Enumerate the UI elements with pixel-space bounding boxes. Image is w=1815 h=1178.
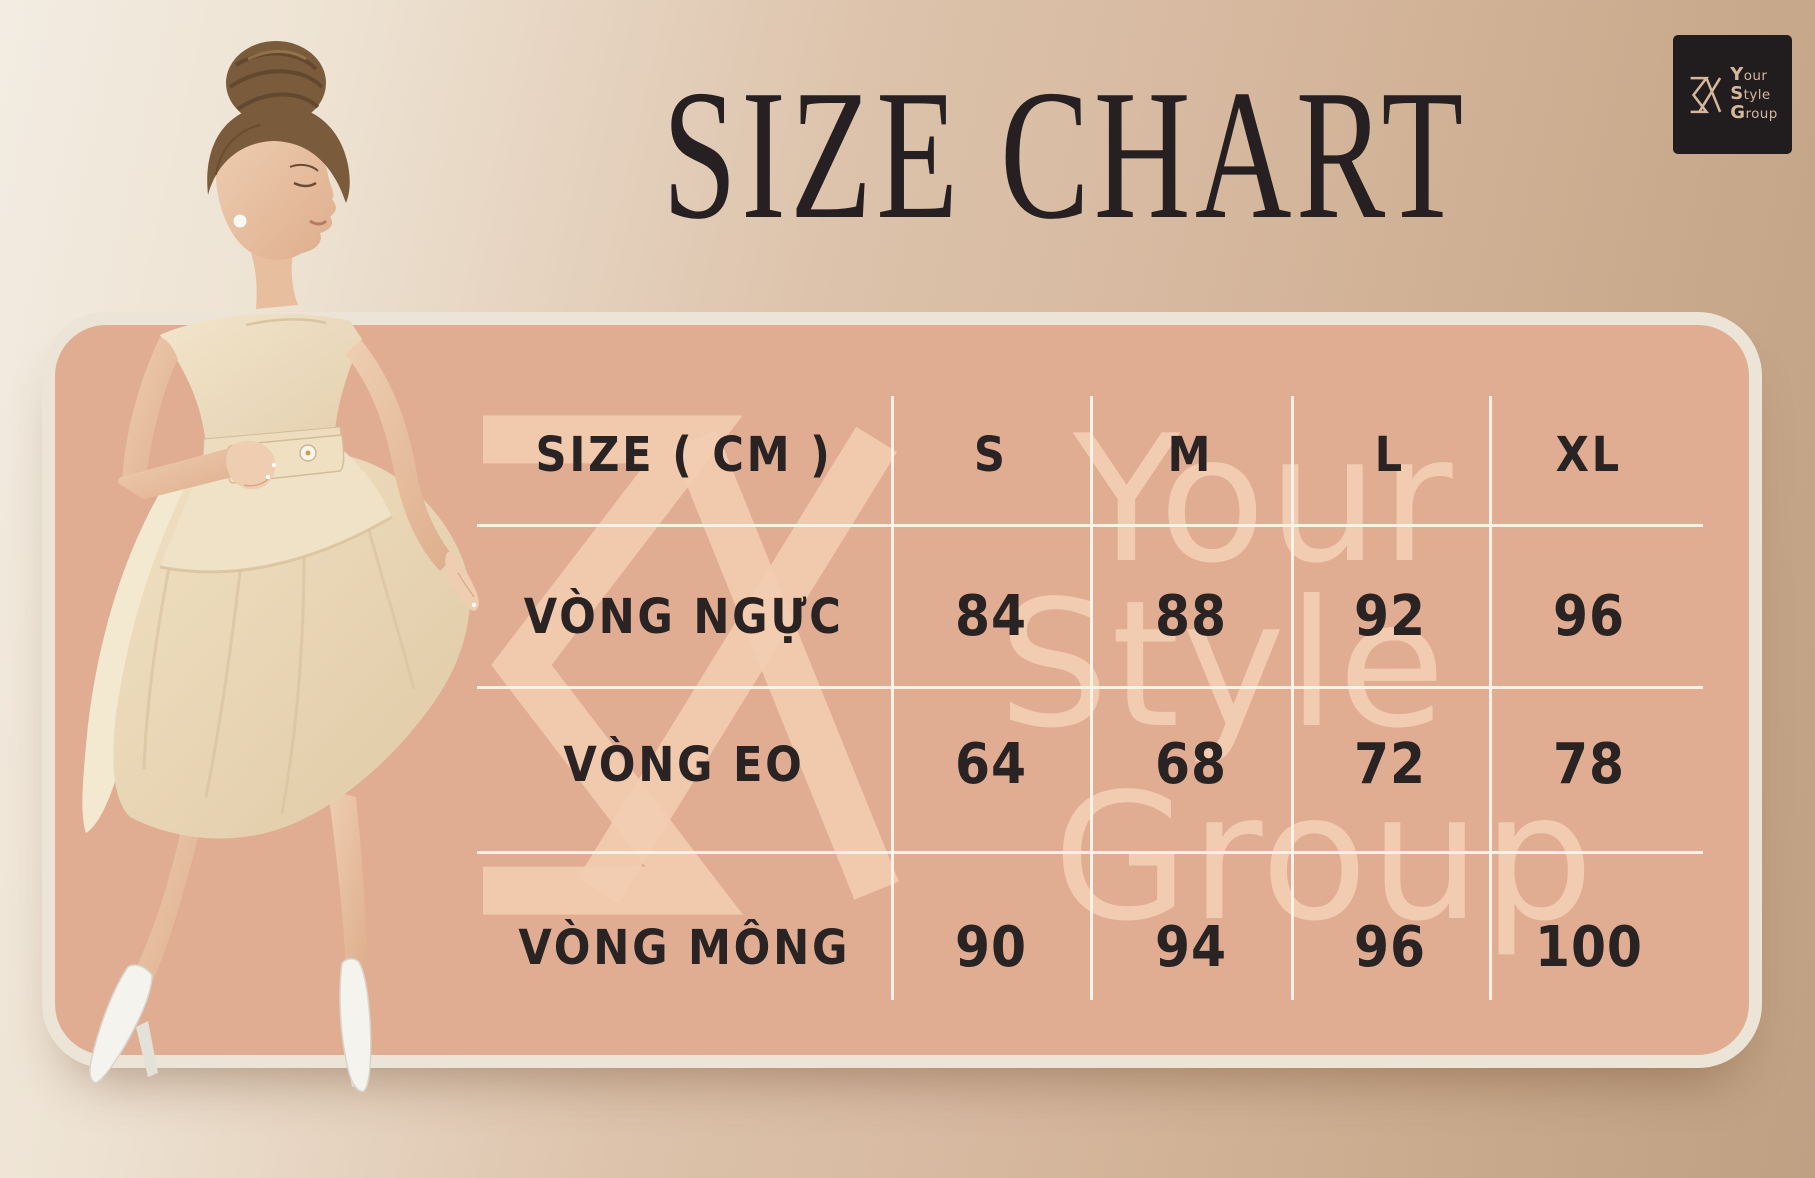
- header-size-l: L: [1374, 427, 1406, 483]
- row-divider: [477, 686, 1703, 689]
- model-head: [207, 41, 350, 260]
- column-divider: [1090, 396, 1093, 1000]
- size-chart-panel: Your Style Group SIZE ( CM ) S M L XL VÒ…: [42, 312, 1762, 1068]
- header-size-xl: XL: [1555, 427, 1623, 483]
- brand-word-group: Group: [1730, 102, 1778, 123]
- row-label-hip: VÒNG MÔNG: [518, 920, 850, 976]
- bust-m: 88: [1154, 584, 1227, 649]
- model-left-arm: [346, 341, 479, 611]
- hip-xl: 100: [1535, 915, 1643, 980]
- row-divider: [477, 851, 1703, 854]
- closed-eye: [293, 181, 317, 188]
- bust-s: 84: [954, 584, 1027, 649]
- row-divider: [477, 524, 1703, 527]
- column-divider: [891, 396, 894, 1000]
- pearl-earring: [232, 213, 248, 229]
- dress-peplum: [159, 451, 393, 574]
- header-size-m: M: [1167, 427, 1214, 483]
- watermark-word-your: Your: [1073, 399, 1455, 602]
- brand-word-your: Your: [1730, 64, 1768, 85]
- watermark-word-group: Group: [1053, 757, 1596, 960]
- hip-l: 96: [1354, 915, 1426, 980]
- row-label-waist: VÒNG EO: [563, 737, 805, 793]
- waist-m: 68: [1154, 732, 1227, 797]
- bust-xl: 96: [1553, 584, 1625, 649]
- bust-l: 92: [1354, 584, 1426, 649]
- brand-word-style: Style: [1730, 83, 1771, 104]
- hair-bun: [226, 41, 326, 125]
- watermark-word-style: Style: [998, 564, 1448, 767]
- hip-m: 94: [1154, 915, 1227, 980]
- hip-s: 90: [954, 915, 1027, 980]
- header-size-s: S: [973, 427, 1008, 483]
- row-label-bust: VÒNG NGỰC: [524, 589, 844, 645]
- brand-logo: Your Style Group: [1673, 35, 1792, 154]
- model-heels: [89, 958, 372, 1093]
- eyebrow: [289, 163, 319, 172]
- waist-s: 64: [954, 732, 1027, 797]
- model-right-arm: [118, 337, 277, 499]
- dress-bodice: [160, 313, 362, 455]
- lips: [309, 219, 328, 226]
- waist-l: 72: [1354, 732, 1426, 797]
- column-divider: [1489, 396, 1492, 1000]
- header-size-cm: SIZE ( CM ): [535, 427, 833, 483]
- watermark-monogram-icon: [483, 415, 899, 915]
- brand-name: Your Style Group: [1730, 66, 1777, 123]
- waist-xl: 78: [1553, 732, 1625, 797]
- column-divider: [1291, 396, 1294, 1000]
- page-title: SIZE CHART: [662, 52, 1468, 258]
- brand-monogram-icon: [1690, 76, 1722, 113]
- model-photo: [82, 41, 479, 1093]
